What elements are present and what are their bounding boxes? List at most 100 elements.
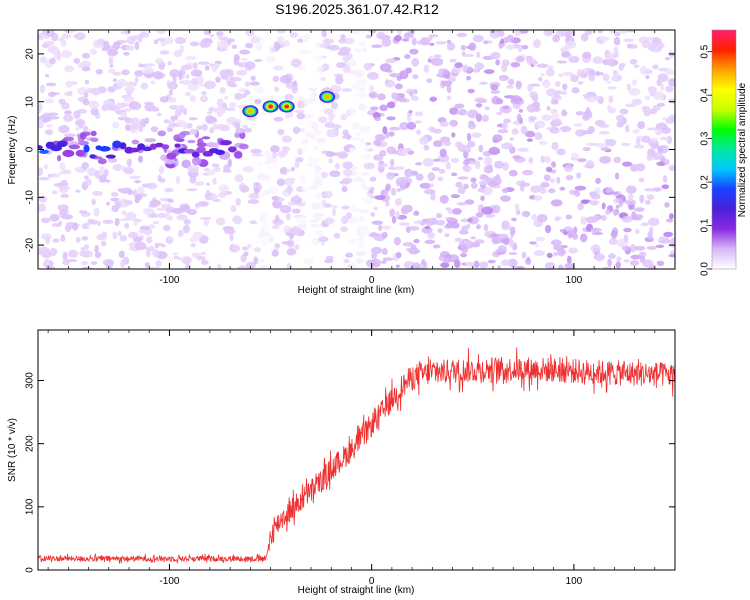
spectrogram-cell bbox=[601, 202, 606, 210]
spectrogram-cell bbox=[537, 213, 548, 223]
spectrogram-cell bbox=[152, 71, 164, 80]
spectrogram-cell bbox=[389, 208, 396, 218]
spectrogram-cell bbox=[500, 259, 511, 267]
spectrogram-band-cell bbox=[161, 144, 170, 150]
spectrogram-cell bbox=[323, 108, 334, 115]
spectrogram-cell bbox=[241, 246, 249, 251]
spectrogram-cell bbox=[326, 128, 339, 138]
spectrogram-cell bbox=[61, 102, 70, 110]
spectrogram-cell bbox=[174, 36, 187, 45]
spectrogram-cell bbox=[371, 220, 384, 225]
spectrogram-cell bbox=[290, 226, 301, 236]
spectrogram-cell bbox=[94, 169, 100, 179]
spectrogram-cell bbox=[501, 187, 509, 194]
spectrogram-cell bbox=[568, 55, 580, 64]
spectrogram-cell bbox=[624, 103, 637, 108]
spectrogram-cell bbox=[558, 73, 563, 78]
spectrogram-cell bbox=[402, 38, 410, 42]
spectrogram-cell bbox=[360, 81, 366, 88]
spectrogram-cell bbox=[189, 41, 200, 47]
spectrogram-cell bbox=[497, 129, 509, 134]
spectrogram-cell bbox=[235, 197, 241, 206]
spectrogram-cell bbox=[90, 219, 99, 225]
spectrogram-cell bbox=[477, 156, 483, 161]
spectrogram-cell bbox=[468, 120, 474, 125]
spectrogram-cell bbox=[380, 260, 387, 264]
spectrogram-cell bbox=[388, 126, 401, 131]
spectrogram-cell bbox=[315, 230, 325, 238]
spectrogram-cell bbox=[227, 158, 232, 168]
spectrogram-cell bbox=[312, 181, 323, 188]
spectrogram-cell bbox=[582, 146, 591, 152]
spectrogram-cell bbox=[243, 251, 249, 257]
spectrogram-cell bbox=[203, 219, 210, 227]
spectrogram-cell bbox=[450, 222, 460, 229]
spectrogram-cell bbox=[455, 181, 463, 188]
spectrogram-cell bbox=[264, 173, 272, 183]
spectrogram-cell bbox=[473, 64, 479, 73]
spectrogram-cell bbox=[279, 166, 288, 175]
spectrogram-cell bbox=[409, 91, 414, 97]
spectrogram-cell bbox=[82, 222, 91, 227]
spectrogram-cell bbox=[205, 114, 215, 124]
spectrogram-cell bbox=[541, 114, 553, 121]
spectrogram-cell bbox=[513, 266, 525, 269]
spectrogram-cell bbox=[475, 113, 483, 123]
spectrogram-cell bbox=[155, 260, 162, 267]
spectrogram-cell bbox=[395, 176, 408, 186]
spectrogram-cell bbox=[311, 202, 320, 210]
snr-y-axis-label: SNR (10 * v/v) bbox=[7, 418, 18, 482]
spectrogram-cell bbox=[301, 138, 309, 145]
spectrogram-cell bbox=[38, 176, 50, 181]
spectrogram-cell bbox=[454, 237, 462, 242]
spectrogram-cell bbox=[310, 240, 322, 244]
spectrogram-cell bbox=[423, 64, 430, 73]
spectrogram-cell bbox=[288, 201, 298, 206]
spectrogram-cell bbox=[564, 262, 574, 269]
spectrogram-cell bbox=[368, 85, 375, 92]
spectrogram-cell bbox=[515, 56, 525, 63]
spectrogram-cell bbox=[626, 30, 635, 33]
spectrogram-cell bbox=[281, 146, 290, 152]
spectrogram-cell bbox=[464, 144, 471, 152]
spectrogram-cell bbox=[412, 74, 419, 80]
spectrogram-cell bbox=[296, 100, 305, 109]
spectrogram-cell bbox=[150, 126, 159, 133]
spectrogram-cell bbox=[60, 179, 68, 184]
spectrogram-cell bbox=[284, 93, 294, 101]
spectrogram-cell bbox=[475, 211, 484, 218]
spectrogram-cell bbox=[534, 132, 543, 141]
spectrogram-cell bbox=[196, 75, 204, 84]
spectrogram-cell bbox=[350, 262, 357, 269]
spectrogram-cell bbox=[378, 163, 388, 168]
spectrogram-cell bbox=[546, 88, 557, 97]
spectrogram-cell bbox=[592, 56, 604, 65]
spectrogram-cell bbox=[159, 96, 169, 103]
spectrogram-cell bbox=[446, 218, 458, 222]
spectrogram-cell bbox=[576, 172, 582, 179]
spectrogram-cell bbox=[82, 99, 90, 106]
spectrogram-cell bbox=[163, 158, 176, 165]
spectrogram-cell bbox=[468, 42, 477, 51]
spectrogram-cell bbox=[470, 182, 478, 189]
spectrogram-cell bbox=[506, 34, 515, 43]
spectrogram-cell bbox=[38, 195, 48, 203]
spectrogram-cell bbox=[225, 107, 236, 112]
spectrogram-cell bbox=[462, 165, 472, 173]
spectrogram-cell bbox=[628, 87, 641, 96]
spectrogram-cell bbox=[338, 38, 347, 44]
spectrogram-cell bbox=[600, 214, 607, 221]
spectrogram-cell bbox=[423, 144, 430, 151]
spectrogram-cell bbox=[340, 215, 349, 224]
spectrogram-cell bbox=[629, 260, 640, 267]
spectrogram-cell bbox=[565, 31, 571, 41]
spectrogram-cell bbox=[498, 74, 509, 82]
spectrogram-cell bbox=[585, 142, 598, 146]
spectrogram-cell bbox=[274, 243, 281, 249]
spectrogram-cell bbox=[445, 222, 454, 229]
spectrogram-cell bbox=[201, 94, 207, 102]
spectrogram-cell bbox=[212, 177, 217, 185]
spectrogram-cell bbox=[659, 136, 671, 141]
spectrogram-cell bbox=[605, 138, 617, 147]
spectrogram-cell bbox=[561, 245, 568, 249]
